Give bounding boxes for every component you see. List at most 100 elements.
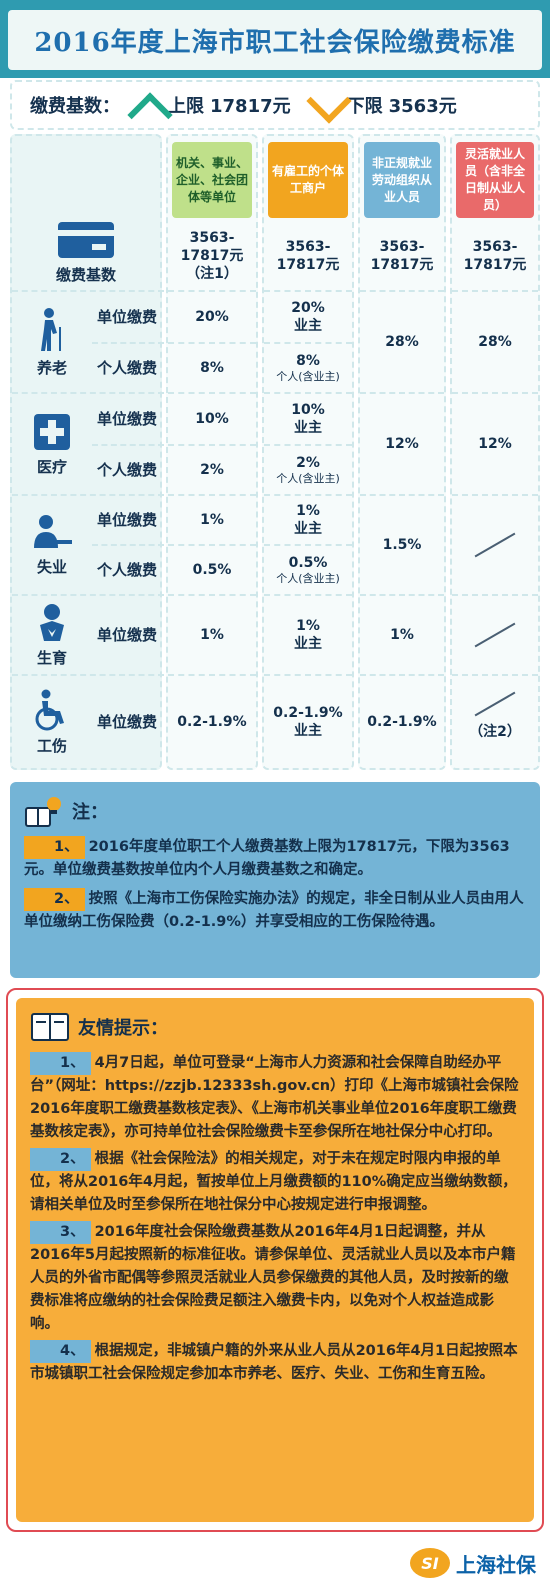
unemployment-category: 失业	[12, 496, 92, 594]
c2-medical-unit-payer: 业主	[294, 420, 322, 436]
tip-2: 2、 根据《社会保险法》的相关规定，对于未在规定时限内申报的单位，将从2016年4…	[30, 1148, 520, 1217]
upper-label: 上限	[168, 96, 204, 117]
c2-inj-unit: 0.2-1.9% 业主	[264, 674, 352, 768]
c2-mat-unit: 1% 业主	[264, 594, 352, 674]
not-applicable-slash	[474, 622, 516, 648]
note-1: 1、 2016年度单位职工个人缴费基数上限为17817元，下限为3563元。单位缴…	[24, 836, 526, 882]
tip-4-text: 根据规定，非城镇户籍的外来从业人员从2016年4月1日起按照本市城镇职工社会保险…	[30, 1343, 518, 1382]
c3-unemp: 1.5%	[360, 494, 444, 594]
c1-medical-unit: 10%	[168, 392, 256, 444]
tips-frame: 友情提示： 1、 4月7日起，单位可登录“上海市人力资源和社会保障自助经办平台”（…	[6, 988, 544, 1532]
c2-pension-unit: 20% 业主	[264, 290, 352, 342]
row-labels: 缴费基数 养老 单位缴费 个人缴费 医疗 单位缴费 个人缴费 失业 单位缴费 个…	[10, 134, 164, 770]
maternity-label: 生育	[36, 648, 67, 667]
column-3-header: 非正规就业劳动组织从业人员	[364, 142, 440, 218]
tip-1-number: 1、	[30, 1052, 91, 1075]
c2-mat-unit-value: 1%	[296, 618, 320, 634]
c4-inj-note: （注2）	[469, 724, 521, 740]
lightbulb-book-icon	[25, 797, 61, 827]
c2-inj-unit-value: 0.2-1.9%	[273, 705, 343, 721]
c2-pension-unit-value: 20%	[291, 300, 325, 316]
lower-label: 下限	[346, 96, 383, 117]
arrow-down-icon	[311, 87, 341, 123]
c2-pension-personal-payer: 个人(含业主)	[276, 370, 340, 383]
c2-unemp-personal-payer: 个人(含业主)	[276, 572, 340, 585]
base-category-label: 缴费基数	[55, 265, 116, 284]
c2-unemp-unit: 1% 业主	[264, 494, 352, 544]
tips-panel: 友情提示： 1、 4月7日起，单位可登录“上海市人力资源和社会保障自助经办平台”（…	[16, 998, 534, 1522]
tip-1-text: 4月7日起，单位可登录“上海市人力资源和社会保障自助经办平台”（网址：https…	[30, 1055, 519, 1140]
note-1-text: 2016年度单位职工个人缴费基数上限为17817元，下限为3563元。单位缴费基…	[24, 839, 510, 878]
c1-unemp-personal: 0.5%	[168, 544, 256, 594]
medical-personal-label: 个人缴费	[96, 461, 157, 479]
base-category: 缴费基数	[12, 206, 160, 298]
tip-3-number: 3、	[30, 1221, 91, 1244]
upper-value: 17817元	[210, 96, 291, 117]
unemp-personal-label: 个人缴费	[96, 561, 157, 579]
c1-base: 3563-17817元（注1）	[180, 230, 244, 282]
column-3: 非正规就业劳动组织从业人员 3563-17817元 28% 12% 1.5% 1…	[358, 134, 446, 770]
tip-3-text: 2016年度社会保险缴费基数从2016年4月1日起调整，并从2016年5月起按照…	[30, 1224, 516, 1332]
pension-unit-label: 单位缴费	[96, 308, 157, 326]
inj-unit-label: 单位缴费	[96, 713, 157, 731]
c1-unemp-unit: 1%	[168, 494, 256, 544]
c4-base: 3563-17817元	[463, 239, 527, 273]
c1-pension-unit: 20%	[168, 290, 256, 342]
c2-mat-unit-payer: 业主	[294, 636, 322, 652]
c3-medical: 12%	[360, 392, 444, 494]
c1-medical-personal: 2%	[168, 444, 256, 494]
footer-brand: SI 上海社保	[410, 1548, 536, 1578]
unemployment-label: 失业	[36, 557, 67, 576]
injury-label: 工伤	[36, 736, 67, 755]
tip-2-text: 根据《社会保险法》的相关规定，对于未在规定时限内申报的单位，将从2016年4月起…	[30, 1151, 517, 1213]
tips-header: 友情提示：	[30, 1010, 520, 1044]
c4-pension: 28%	[452, 290, 538, 392]
c2-unemp-unit-value: 1%	[296, 503, 320, 519]
rates-table: 缴费基数 养老 单位缴费 个人缴费 医疗 单位缴费 个人缴费 失业 单位缴费 个…	[10, 134, 540, 770]
tips-title: 友情提示：	[78, 1018, 168, 1039]
note-2-number: 2、	[24, 888, 85, 911]
c1-pension-personal: 8%	[168, 342, 256, 392]
note-2-text: 按照《上海市工伤保险实施办法》的规定，非全日制从业人员由用人单位缴纳工伤保险费（…	[24, 891, 524, 930]
c4-medical: 12%	[452, 392, 538, 494]
mat-unit-label: 单位缴费	[96, 626, 157, 644]
elderly-icon	[41, 307, 61, 351]
pension-personal-label: 个人缴费	[96, 359, 157, 377]
c4-inj: （注2）	[452, 674, 538, 768]
c2-pension-personal-value: 8%	[296, 353, 320, 369]
title-box: 2016年度上海市职工社会保险缴费标准	[8, 10, 542, 70]
c2-medical-personal-payer: 个人(含业主)	[276, 472, 340, 485]
c2-medical-unit-value: 10%	[291, 402, 325, 418]
column-2-header: 有雇工的个体工商户	[268, 142, 348, 218]
c3-pension: 28%	[360, 290, 444, 392]
worker-desk-icon	[34, 514, 72, 548]
not-applicable-slash	[474, 532, 516, 558]
column-1: 机关、事业、企业、社会团体等单位 3563-17817元（注1） 20% 8% …	[166, 134, 258, 770]
note-2: 2、 按照《上海市工伤保险实施办法》的规定，非全日制从业人员由用人单位缴纳工伤保险…	[24, 888, 526, 934]
unemp-unit-label: 单位缴费	[96, 511, 157, 529]
injury-category: 工伤	[12, 676, 92, 768]
column-2: 有雇工的个体工商户 3563-17817元 20% 业主 8% 个人(含业主) …	[262, 134, 354, 770]
c2-unemp-unit-payer: 业主	[294, 521, 322, 537]
c3-mat: 1%	[360, 594, 444, 674]
base-label: 缴费基数：	[30, 96, 120, 117]
c2-inj-unit-payer: 业主	[294, 723, 322, 739]
c3-base: 3563-17817元	[370, 239, 434, 273]
notes-header: 注：	[24, 794, 526, 828]
c3-inj: 0.2-1.9%	[360, 674, 444, 768]
column-1-header: 机关、事业、企业、社会团体等单位	[172, 142, 252, 218]
wheelchair-icon	[35, 689, 64, 730]
c1-inj-unit: 0.2-1.9%	[168, 674, 256, 768]
pension-category: 养老	[12, 292, 92, 392]
medical-category: 医疗	[12, 394, 92, 494]
arrow-up-icon	[132, 87, 162, 123]
medical-cross-icon	[34, 413, 70, 450]
book-icon	[31, 1013, 69, 1041]
tip-4: 4、 根据规定，非城镇户籍的外来从业人员从2016年4月1日起按照本市城镇职工社会…	[30, 1340, 520, 1386]
c2-pension-unit-payer: 业主	[294, 318, 322, 334]
title-banner: 2016年度上海市职工社会保险缴费标准	[0, 0, 550, 78]
note-1-number: 1、	[24, 836, 85, 859]
c4-unemp	[452, 494, 538, 594]
tip-4-number: 4、	[30, 1340, 91, 1363]
baby-icon	[40, 603, 64, 641]
